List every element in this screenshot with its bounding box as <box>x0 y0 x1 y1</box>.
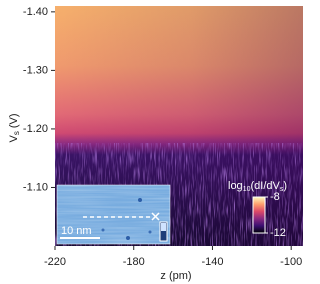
inset: 10 nm <box>56 184 171 245</box>
x-axis-label: z (pm) <box>160 270 191 282</box>
colorbar-tick-label: -8 <box>270 191 280 203</box>
colorbar: log10(dI/dVs) <box>228 180 287 234</box>
y-tick-label: -1.30 <box>23 64 48 76</box>
scale-bar-label: 10 nm <box>61 225 92 237</box>
y-axis-label: Vs(V) <box>8 113 21 142</box>
x-tick-label: -100 <box>280 256 302 268</box>
colorbar-label: log10(dI/dVs) <box>228 180 287 193</box>
x-tick-label: -220 <box>44 256 66 268</box>
y-tick-label: -1.10 <box>23 181 48 193</box>
x-tick-label: -180 <box>123 256 145 268</box>
colorbar-tick-label: -12 <box>270 227 286 239</box>
y-tick-label: -1.40 <box>23 6 48 18</box>
y-tick-label: -1.20 <box>23 123 48 135</box>
x-tick-label: -140 <box>201 256 223 268</box>
